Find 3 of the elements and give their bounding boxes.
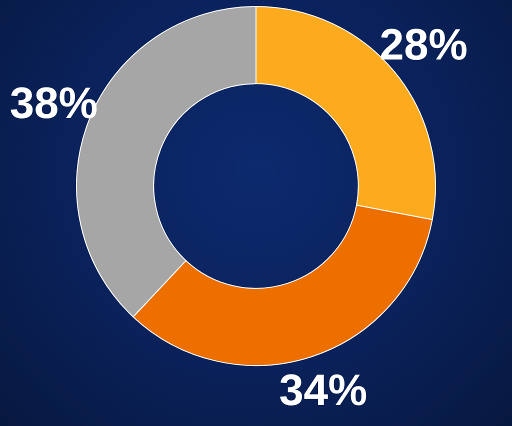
- data-label: 34%: [279, 366, 368, 415]
- data-label: 38%: [10, 79, 98, 128]
- data-label: 28%: [380, 20, 468, 70]
